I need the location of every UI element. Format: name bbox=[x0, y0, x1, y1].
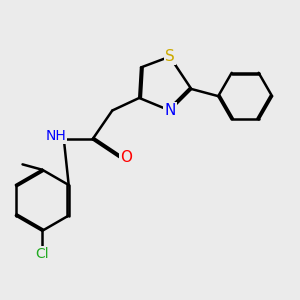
Text: NH: NH bbox=[46, 129, 66, 143]
Text: N: N bbox=[164, 103, 176, 118]
Text: S: S bbox=[165, 49, 175, 64]
Text: Cl: Cl bbox=[35, 247, 49, 261]
Text: O: O bbox=[120, 150, 132, 165]
